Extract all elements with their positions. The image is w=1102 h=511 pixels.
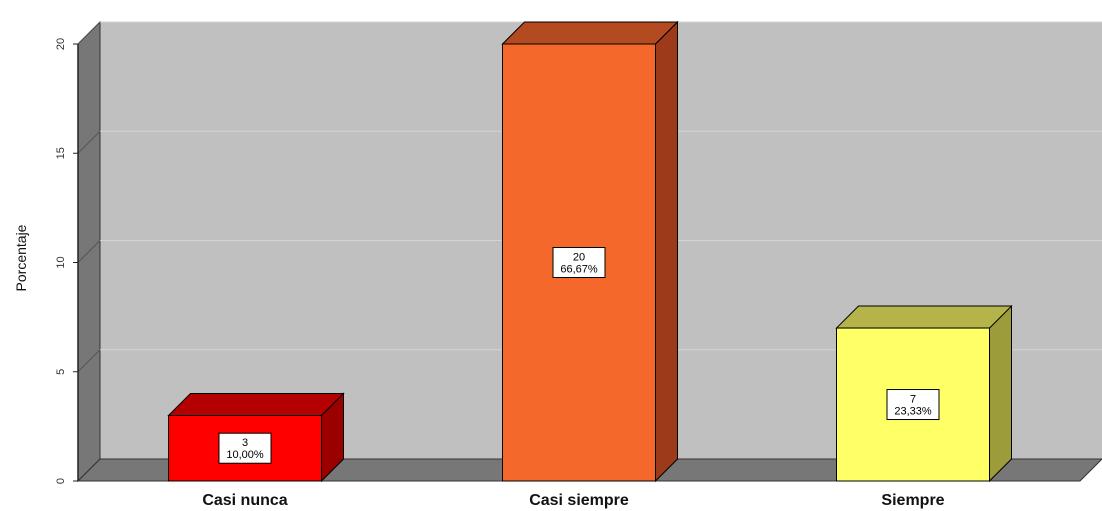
data-label-box <box>218 432 272 464</box>
y-axis: Porcentaje 0 5 10 15 20 <box>13 38 79 484</box>
y-tick-label: 0 <box>55 478 67 484</box>
bar-top <box>167 392 345 416</box>
gridline-wall <box>77 240 101 263</box>
data-label-box <box>886 389 940 421</box>
data-label-box <box>552 247 606 278</box>
data-label-percent: 66,67% <box>560 264 598 276</box>
gridline-wall <box>77 21 101 45</box>
y-tick-label: 15 <box>55 147 67 159</box>
gridline-wall <box>77 349 101 373</box>
bar-side <box>989 304 1012 483</box>
data-label-count: 3 <box>242 437 248 449</box>
x-category-label: Casi siempre <box>529 492 629 509</box>
x-category-label: Casi nunca <box>202 492 287 509</box>
y-tick-label: 5 <box>55 369 67 375</box>
bar-top <box>835 305 1013 329</box>
bar-top <box>501 21 679 45</box>
data-label-percent: 23,33% <box>894 406 932 418</box>
data-label-percent: 10,00% <box>226 449 264 461</box>
gridline-wall <box>77 130 101 154</box>
x-category-label: Siempre <box>881 492 944 509</box>
data-label-count: 20 <box>573 252 585 264</box>
data-label-count: 7 <box>910 394 916 406</box>
y-tick-label: 10 <box>55 256 67 268</box>
bar-side <box>655 20 678 483</box>
y-axis-title: Porcentaje <box>13 224 29 291</box>
y-tick-label: 20 <box>55 38 67 50</box>
x-axis-categories: Casi nunca Casi siempre Siempre <box>202 492 944 509</box>
